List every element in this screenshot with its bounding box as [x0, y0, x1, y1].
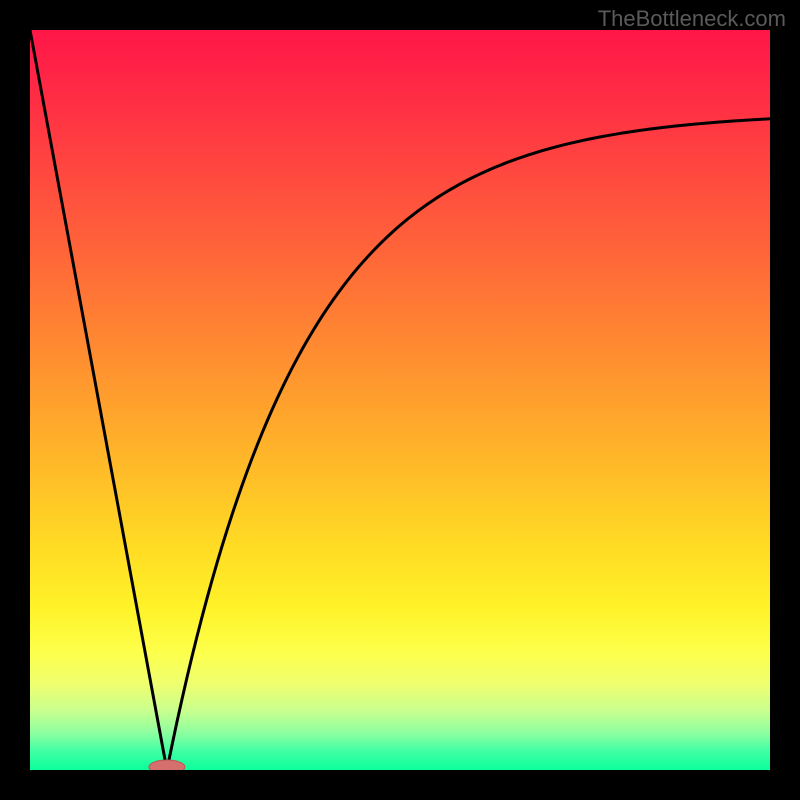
plot-background — [30, 30, 770, 770]
chart-container: TheBottleneck.com — [0, 0, 800, 800]
watermark-text: TheBottleneck.com — [598, 6, 786, 32]
bottleneck-chart — [0, 0, 800, 800]
